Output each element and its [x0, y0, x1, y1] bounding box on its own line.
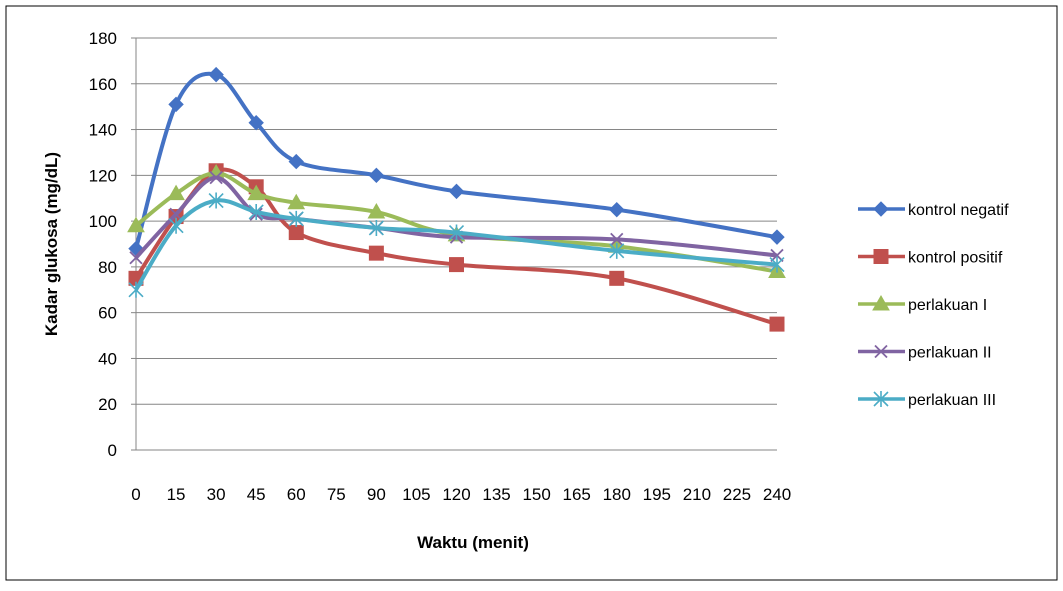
legend-marker [874, 344, 888, 359]
data-point [248, 203, 264, 220]
x-tick-label: 150 [522, 485, 550, 504]
x-tick-label: 195 [643, 485, 671, 504]
legend-item: perlakuan II [858, 345, 992, 362]
data-point [769, 256, 785, 273]
x-tick-label: 240 [763, 485, 791, 504]
data-point [288, 153, 304, 170]
x-tick-label: 120 [442, 485, 470, 504]
data-point [168, 96, 184, 113]
series-perlakuan-iii [128, 192, 785, 298]
data-point [129, 251, 143, 265]
data-point [448, 224, 465, 241]
data-point [287, 193, 306, 210]
legend-label: perlakuan II [908, 345, 992, 362]
data-point [367, 202, 386, 219]
data-point [449, 257, 464, 273]
data-point [609, 270, 625, 286]
data-point [208, 192, 224, 209]
x-tick-label: 45 [247, 485, 266, 504]
x-tick-label: 225 [723, 485, 751, 504]
data-point [288, 225, 304, 241]
x-tick-labels: 0 15 30 45 60 75 90 105 120 135 150 165 180 195 210 225… [131, 485, 791, 504]
gridlines [136, 37, 777, 405]
series-line [134, 71, 778, 250]
data-point [127, 216, 145, 233]
data-point [247, 184, 266, 201]
data-point [169, 207, 183, 221]
legend-item: kontrol positif [858, 249, 1003, 267]
data-point [610, 232, 624, 247]
data-point [248, 114, 264, 131]
data-point [448, 183, 465, 200]
data-point [128, 281, 144, 298]
chart-border [5, 5, 1058, 581]
data-point [368, 167, 385, 184]
y-tick-label: 0 [108, 441, 117, 460]
y-tick-labels: 0 20 40 60 80 100 120 140 160 180 [89, 29, 117, 460]
y-tick-label: 40 [98, 349, 117, 368]
legend-label: perlakuan III [908, 392, 996, 409]
legend-marker [873, 249, 889, 264]
x-tick-label: 75 [327, 485, 346, 504]
data-point [368, 219, 384, 236]
x-axis-title: Waktu (menit) [417, 533, 529, 552]
data-point [288, 210, 304, 227]
y-tick-label: 60 [98, 304, 117, 323]
x-tick-label: 180 [603, 485, 631, 504]
x-tick-label: 105 [402, 485, 430, 504]
x-tick-label: 0 [131, 485, 140, 504]
y-tick-label: 100 [89, 212, 117, 231]
legend-label: kontrol positif [908, 250, 1003, 267]
legend-label: kontrol negatif [908, 202, 1009, 219]
x-tick-label: 165 [563, 485, 591, 504]
data-point [209, 170, 223, 185]
y-tick-label: 120 [89, 166, 117, 185]
data-point [609, 242, 625, 259]
data-point [609, 201, 625, 218]
x-tick-label: 135 [482, 485, 510, 504]
data-point [368, 245, 384, 261]
y-tick-label: 80 [98, 258, 117, 277]
data-point [208, 66, 224, 83]
y-tick-label: 160 [89, 75, 117, 94]
data-point [168, 217, 184, 234]
y-tick-label: 20 [98, 395, 117, 414]
x-tick-label: 30 [207, 485, 226, 504]
x-tick-label: 210 [683, 485, 711, 504]
series-lines [127, 66, 786, 332]
legend-item: kontrol negatif [858, 201, 1009, 219]
data-point [770, 248, 784, 263]
legend-item: perlakuan I [858, 294, 987, 314]
y-axis-title: Kadar glukosa (mg/dL) [42, 152, 61, 336]
y-tick-label: 180 [89, 29, 117, 48]
legend-marker [872, 294, 890, 311]
legend-label: perlakuan I [908, 297, 987, 314]
data-point [769, 229, 785, 245]
data-point [769, 316, 785, 332]
y-tick-label: 140 [89, 121, 117, 140]
x-tick-label: 90 [367, 485, 386, 504]
legend: kontrol negatif kontrol positif perlakuan … [858, 201, 1009, 409]
x-tick-label: 15 [167, 485, 186, 504]
legend-marker [873, 201, 889, 217]
data-point [167, 184, 185, 201]
legend-marker [873, 391, 889, 407]
legend-item: perlakuan III [858, 391, 996, 409]
x-tick-label: 60 [287, 485, 306, 504]
